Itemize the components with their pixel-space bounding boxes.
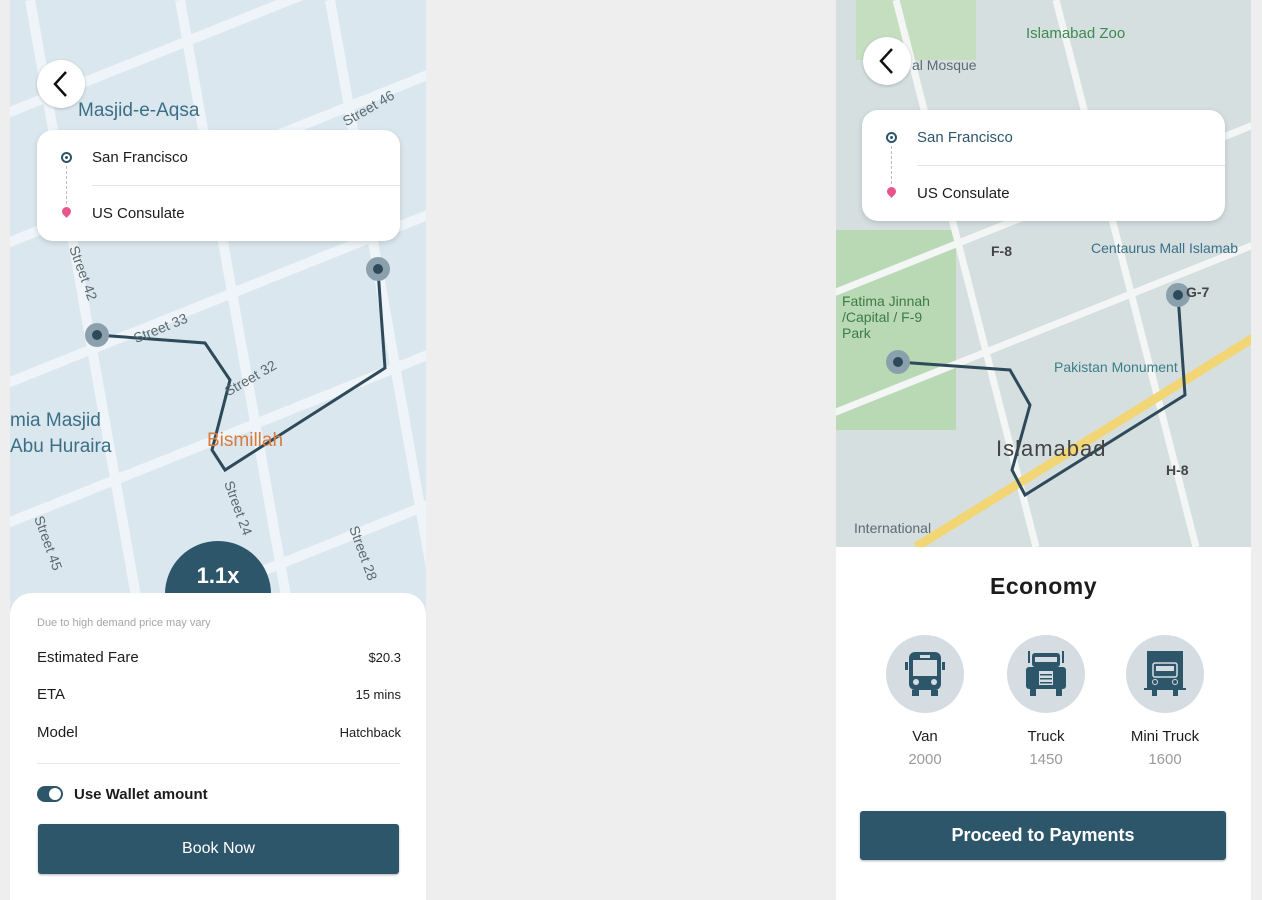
pickup-text: San Francisco <box>917 129 1013 146</box>
vehicle-selection-screen: Islamabad Zoo al Mosque F-8 Centaurus Ma… <box>836 0 1251 900</box>
wallet-label: Use Wallet amount <box>74 786 208 803</box>
eta-value: 15 mins <box>355 687 401 702</box>
model-label: Model <box>37 724 78 741</box>
divider <box>37 763 400 764</box>
fare-label: Estimated Fare <box>37 649 139 666</box>
map-label: Bismillah <box>207 430 284 451</box>
eta-label: ETA <box>37 686 66 703</box>
map-label: Masjid-e-Aqsa <box>78 100 200 121</box>
back-button[interactable] <box>37 60 85 108</box>
dropoff-text: US Consulate <box>92 205 185 222</box>
route-connector <box>891 146 892 184</box>
dropoff-text: US Consulate <box>917 185 1010 202</box>
map-label: Abu Huraira <box>10 436 112 457</box>
pickup-field[interactable]: San Francisco <box>862 110 1225 165</box>
dropoff-field[interactable]: US Consulate <box>862 166 1225 221</box>
map-label: H-8 <box>1166 462 1189 478</box>
route-connector <box>66 166 67 204</box>
chevron-left-icon <box>879 48 893 74</box>
vehicle-price: 2000 <box>908 751 942 768</box>
map-label: mia Masjid <box>10 410 101 431</box>
vehicle-name: Mini Truck <box>1130 728 1200 745</box>
location-pin-icon <box>60 205 73 218</box>
wallet-toggle[interactable] <box>37 786 63 802</box>
pickup-dot-icon <box>886 132 897 143</box>
map-label: Fatima Jinnah /Capital / F-9 Park <box>842 293 930 341</box>
model-value: Hatchback <box>339 725 401 740</box>
back-button[interactable] <box>863 37 911 85</box>
fare-row: Estimated Fare $20.3 <box>37 649 401 666</box>
location-card: San Francisco US Consulate <box>862 110 1225 221</box>
dropoff-field[interactable]: US Consulate <box>37 186 400 241</box>
vehicle-icon-circle <box>1007 635 1085 713</box>
category-title: Economy <box>989 573 1098 599</box>
vehicle-price: 1600 <box>1148 751 1182 768</box>
route-line <box>96 269 387 473</box>
map-label: Islamabad <box>996 436 1107 461</box>
vehicle-icon-circle <box>1126 635 1204 713</box>
vehicle-option-mini-truck[interactable]: Mini Truck 1600 <box>1105 635 1225 768</box>
truck-icon <box>1026 651 1066 696</box>
pickup-text: San Francisco <box>92 149 188 166</box>
map-label: al Mosque <box>912 57 977 73</box>
vehicle-name: Van <box>912 728 938 745</box>
proceed-to-payments-button[interactable]: Proceed to Payments <box>860 811 1226 860</box>
vehicle-price: 1450 <box>1029 751 1063 768</box>
location-card: San Francisco US Consulate <box>37 130 400 241</box>
pickup-field[interactable]: San Francisco <box>37 130 400 185</box>
chevron-left-icon <box>53 71 67 97</box>
fare-estimate-screen: Masjid-e-Aqsa Street 33 Street 32 Street… <box>10 0 426 900</box>
fare-sheet: Due to high demand price may vary Estima… <box>10 593 426 900</box>
eta-row: ETA 15 mins <box>37 686 401 703</box>
divider <box>92 185 400 186</box>
map-label: G-7 <box>1186 284 1210 300</box>
model-row: Model Hatchback <box>37 724 401 741</box>
pickup-dot-icon <box>61 152 72 163</box>
book-now-button[interactable]: Book Now <box>38 824 399 874</box>
map-label: F-8 <box>991 243 1012 259</box>
bus-icon <box>905 652 945 696</box>
vehicle-icon-circle <box>886 635 964 713</box>
vehicle-name: Truck <box>1027 728 1065 745</box>
map-label: International <box>854 520 932 536</box>
map-label: Islamabad Zoo <box>1026 25 1126 42</box>
map-label: Centaurus Mall Islamab <box>1091 240 1239 256</box>
fare-value: $20.3 <box>368 650 401 665</box>
vehicle-option-truck[interactable]: Truck 1450 <box>986 635 1106 768</box>
map-label: Pakistan Monument <box>1054 359 1178 375</box>
vehicle-option-van[interactable]: Van 2000 <box>865 635 985 768</box>
mini-truck-icon <box>1144 651 1186 696</box>
map-view[interactable]: Islamabad Zoo al Mosque F-8 Centaurus Ma… <box>836 0 1251 547</box>
demand-note: Due to high demand price may vary <box>37 617 211 629</box>
divider <box>917 165 1225 166</box>
location-pin-icon <box>885 185 898 198</box>
route-line <box>897 294 1187 498</box>
